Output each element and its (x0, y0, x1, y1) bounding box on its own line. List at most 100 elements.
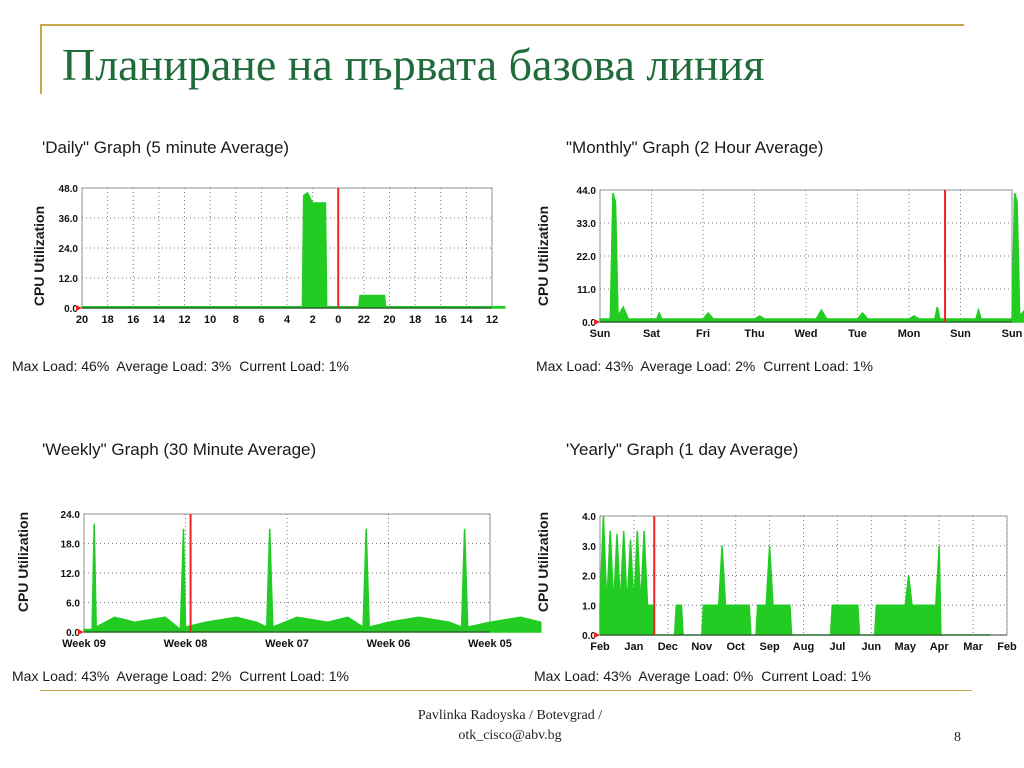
axis-arrow-marker (594, 319, 600, 325)
slide-bottom-rule (40, 690, 972, 691)
x-tick-label: Week 09 (62, 638, 106, 650)
load-stats: Max Load: 46% Average Load: 3% Current L… (12, 358, 353, 374)
x-tick-label: Sun (950, 328, 971, 340)
y-tick-label: 36.0 (59, 214, 79, 225)
y-tick-label: 24.0 (59, 244, 79, 255)
chart-svg: 48.036.024.012.00.020 18 16 14 12 10 8 6 4 2 0 22 20… (59, 184, 506, 326)
current-load: Current Load: 1% (239, 668, 349, 684)
x-tick-label: 0 (335, 314, 341, 326)
average-load: Average Load: 3% (116, 358, 232, 374)
y-tick-label: 12.0 (61, 569, 81, 580)
max-load: Max Load: 46% (12, 358, 110, 374)
series-area (83, 523, 542, 633)
current-load: Current Load: 1% (763, 358, 873, 374)
y-tick-label: 3.0 (582, 542, 596, 553)
max-load: Max Load: 43% (12, 668, 110, 684)
y-tick-label: 1.0 (582, 601, 596, 612)
x-tick-label: Sat (643, 328, 660, 340)
x-tick-label: 8 (233, 314, 239, 326)
max-load: Max Load: 43% (534, 668, 632, 684)
x-tick-label: Apr (930, 641, 950, 653)
x-tick-label: 16 (127, 314, 139, 326)
average-load: Average Load: 2% (116, 668, 232, 684)
page-number: 8 (954, 730, 961, 745)
chart-title: 'Weekly" Graph (30 Minute Average) (42, 440, 317, 459)
y-tick-label: 0.0 (582, 318, 596, 329)
slide-footer: Pavlinka Radoyska / Botevgrad / otk_cisc… (380, 706, 640, 746)
chart-panel-monthly: "Monthly" Graph (2 Hour Average) CPU Uti… (530, 130, 1024, 390)
x-tick-label: Mon (898, 328, 921, 340)
x-tick-label: Aug (793, 641, 814, 653)
x-tick-label: 6 (258, 314, 264, 326)
x-tick-label: Week 07 (265, 638, 309, 650)
x-tick-label: 14 (153, 314, 166, 326)
chart-title: 'Daily" Graph (5 minute Average) (42, 138, 290, 157)
load-stats: Max Load: 43% Average Load: 0% Current L… (534, 668, 875, 684)
series-area (599, 192, 1024, 323)
x-tick-label: 20 (76, 314, 88, 326)
x-tick-label: Jun (862, 641, 882, 653)
x-tick-label: Sun (1002, 328, 1023, 340)
x-tick-label: Week 08 (164, 638, 208, 650)
x-tick-label: 18 (409, 314, 421, 326)
y-tick-label: 12.0 (59, 274, 79, 285)
average-load: Average Load: 0% (638, 668, 754, 684)
x-tick-label: 10 (204, 314, 216, 326)
chart-title: "Monthly" Graph (2 Hour Average) (566, 138, 824, 157)
x-tick-label: Wed (794, 328, 817, 340)
x-tick-label: 12 (486, 314, 498, 326)
y-tick-label: 6.0 (66, 599, 80, 610)
plot-area (599, 515, 1008, 636)
x-tick-label: 18 (102, 314, 114, 326)
x-tick-label: 4 (284, 314, 291, 326)
axis-arrow-marker (594, 632, 600, 638)
x-tick-label: Feb (590, 641, 610, 653)
y-tick-label: 33.0 (577, 219, 597, 230)
series-area (599, 515, 991, 636)
current-load: Current Load: 1% (239, 358, 349, 374)
y-tick-label: 18.0 (61, 540, 81, 551)
chart-panel-yearly: 'Yearly" Graph (1 day Average) CPU Utili… (530, 432, 1020, 692)
x-tick-label: 12 (178, 314, 190, 326)
average-load: Average Load: 2% (640, 358, 756, 374)
load-stats: Max Load: 43% Average Load: 2% Current L… (12, 668, 353, 684)
y-tick-label: 0.0 (66, 628, 80, 639)
x-tick-label: Sep (759, 641, 779, 653)
y-tick-label: 22.0 (577, 252, 597, 263)
x-tick-label: Dec (658, 641, 678, 653)
x-tick-label: Jan (624, 641, 643, 653)
x-tick-label: May (895, 641, 917, 653)
slide-title: Планиране на първата базова линия (62, 39, 765, 90)
y-tick-label: 44.0 (577, 186, 597, 197)
slide-left-rule (40, 24, 42, 94)
axis-arrow-marker (76, 305, 82, 311)
x-tick-label: Sun (590, 328, 611, 340)
y-tick-label: 48.0 (59, 184, 79, 195)
x-tick-label: Mar (963, 641, 983, 653)
series-area (81, 191, 506, 309)
footer-email: otk_cisco@abv.bg (458, 728, 562, 743)
load-stats: Max Load: 43% Average Load: 2% Current L… (536, 358, 877, 374)
x-tick-label: Nov (691, 641, 713, 653)
y-tick-label: 0.0 (582, 631, 596, 642)
x-tick-label: 22 (358, 314, 370, 326)
x-tick-label: Jul (829, 641, 845, 653)
chart-title: 'Yearly" Graph (1 day Average) (566, 440, 799, 459)
current-load: Current Load: 1% (761, 668, 871, 684)
x-tick-label: 2 (310, 314, 316, 326)
x-tick-label: 14 (460, 314, 473, 326)
slide-top-rule (40, 24, 964, 26)
x-tick-label: Week 06 (367, 638, 411, 650)
y-tick-label: 2.0 (582, 572, 596, 583)
x-tick-label: Tue (848, 328, 867, 340)
x-tick-label: Oct (726, 641, 745, 653)
y-tick-label: 11.0 (577, 285, 596, 296)
x-tick-label: Feb (997, 641, 1017, 653)
chart-panel-weekly: 'Weekly" Graph (30 Minute Average) CPU U… (10, 432, 542, 692)
x-tick-label: Week 05 (468, 638, 512, 650)
x-tick-label: Thu (744, 328, 764, 340)
plot-area (83, 513, 491, 633)
x-tick-label: Fri (696, 328, 710, 340)
